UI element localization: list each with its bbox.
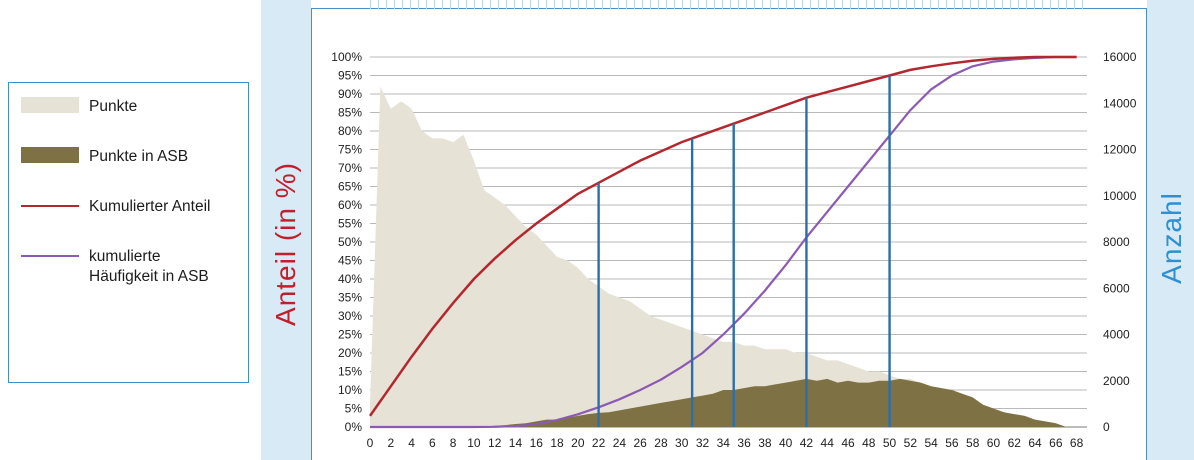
x-tick-label: 32	[696, 436, 710, 450]
legend-swatch-punkte-asb	[21, 147, 79, 163]
x-tick-label: 62	[1008, 436, 1022, 450]
x-tick-label: 22	[592, 436, 606, 450]
x-tick-label: 18	[550, 436, 564, 450]
y-left-tick-label: 65%	[338, 180, 362, 194]
y-left-tick-label: 0%	[345, 420, 363, 434]
x-tick-label: 2	[387, 436, 394, 450]
x-tick-label: 36	[737, 436, 751, 450]
legend-label-punkte: Punkte	[89, 98, 138, 115]
legend-swatch-kumulierter-anteil	[21, 205, 79, 207]
x-tick-label: 14	[509, 436, 523, 450]
left-axis-band	[261, 0, 311, 460]
x-tick-label: 38	[758, 436, 772, 450]
legend-item-kumulierte-haeufigkeit: kumulierte Häufigkeit in ASB	[21, 247, 209, 287]
x-tick-label: 26	[633, 436, 647, 450]
legend-swatch-kumulierte-haeufigkeit	[21, 255, 79, 257]
x-tick-label: 30	[675, 436, 689, 450]
x-tick-label: 10	[467, 436, 481, 450]
x-tick-label: 28	[654, 436, 668, 450]
x-tick-label: 34	[717, 436, 731, 450]
x-tick-label: 42	[800, 436, 814, 450]
y-left-tick-label: 5%	[345, 402, 363, 416]
x-tick-label: 16	[530, 436, 544, 450]
y-left-tick-label: 55%	[338, 217, 362, 231]
x-tick-label: 54	[924, 436, 938, 450]
x-tick-label: 58	[966, 436, 980, 450]
y-left-tick-label: 40%	[338, 272, 362, 286]
y-left-tick-label: 50%	[338, 235, 362, 249]
x-tick-label: 6	[429, 436, 436, 450]
legend-label-kumulierte-haeufigkeit: kumulierte Häufigkeit in ASB	[89, 248, 209, 285]
series-area-punkte-asb	[370, 378, 1067, 427]
x-tick-label: 4	[408, 436, 415, 450]
x-tick-label: 0	[367, 436, 374, 450]
x-tick-label: 60	[987, 436, 1001, 450]
y-left-tick-label: 10%	[338, 383, 362, 397]
x-tick-label: 24	[613, 436, 627, 450]
y-left-tick-label: 100%	[331, 50, 362, 64]
y-right-tick-label: 4000	[1103, 328, 1130, 342]
y-right-tick-label: 2000	[1103, 374, 1130, 388]
x-tick-label: 12	[488, 436, 502, 450]
x-tick-label: 50	[883, 436, 897, 450]
y-left-tick-label: 90%	[338, 87, 362, 101]
legend-item-punkte-asb: Punkte in ASB	[21, 147, 188, 167]
x-tick-label: 44	[821, 436, 835, 450]
top-tick-strip	[370, 0, 1090, 9]
y-left-tick-label: 30%	[338, 309, 362, 323]
legend: Punkte Punkte in ASB Kumulierter Anteil …	[8, 82, 249, 383]
x-tick-label: 48	[862, 436, 876, 450]
y-left-tick-label: 95%	[338, 69, 362, 83]
x-tick-label: 56	[945, 436, 959, 450]
series-line-kumulierte-haeufigkeit	[370, 55, 1077, 429]
legend-label-kumulierter-anteil: Kumulierter Anteil	[89, 198, 211, 215]
y-left-tick-label: 70%	[338, 161, 362, 175]
y-left-tick-label: 85%	[338, 106, 362, 120]
legend-label-punkte-asb: Punkte in ASB	[89, 148, 189, 165]
y-left-tick-label: 15%	[338, 365, 362, 379]
legend-swatch-punkte	[21, 97, 79, 113]
series-line-kumulierter-anteil	[368, 55, 1077, 417]
right-axis-band	[1147, 0, 1194, 460]
y-left-tick-label: 35%	[338, 291, 362, 305]
y-left-tick-label: 25%	[338, 328, 362, 342]
x-tick-label: 8	[450, 436, 457, 450]
x-tick-label: 46	[841, 436, 855, 450]
y-right-tick-label: 14000	[1103, 96, 1137, 110]
y-left-tick-label: 75%	[338, 143, 362, 157]
x-tick-label: 40	[779, 436, 793, 450]
y-right-tick-label: 10000	[1103, 189, 1137, 203]
x-tick-label: 20	[571, 436, 585, 450]
series-area-punkte	[370, 86, 1067, 427]
legend-item-kumulierter-anteil: Kumulierter Anteil	[21, 197, 210, 217]
y-left-tick-label: 60%	[338, 198, 362, 212]
legend-item-punkte: Punkte	[21, 97, 137, 117]
x-tick-label: 52	[904, 436, 918, 450]
y-right-tick-label: 6000	[1103, 281, 1130, 295]
y-right-tick-label: 0	[1103, 420, 1110, 434]
y-right-tick-label: 8000	[1103, 235, 1130, 249]
y-left-tick-label: 20%	[338, 346, 362, 360]
y-left-tick-label: 80%	[338, 124, 362, 138]
x-tick-label: 66	[1049, 436, 1063, 450]
x-tick-label: 68	[1070, 436, 1084, 450]
y-right-tick-label: 12000	[1103, 143, 1137, 157]
y-left-tick-label: 45%	[338, 254, 362, 268]
y-right-tick-label: 16000	[1103, 50, 1137, 64]
x-tick-label: 64	[1028, 436, 1042, 450]
